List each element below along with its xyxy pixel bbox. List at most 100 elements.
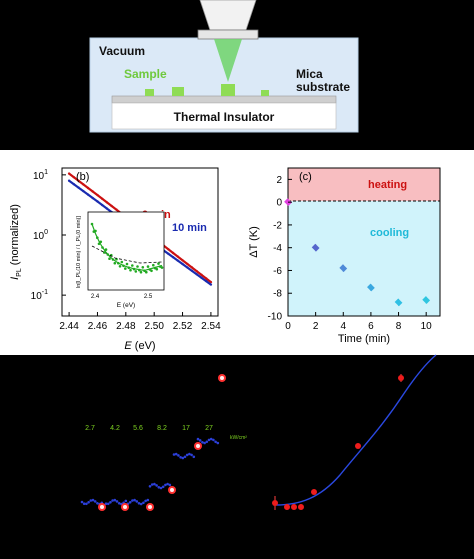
data-point bbox=[82, 183, 85, 186]
data-point bbox=[367, 283, 375, 292]
trace-point bbox=[155, 484, 158, 487]
data-point bbox=[311, 489, 317, 495]
x-tick-label: 2.50 bbox=[144, 321, 164, 332]
panel-b-inset: ln[I_PL(10 min) / I_PL(0 min)] E (eV) 2.… bbox=[76, 211, 165, 309]
data-point bbox=[209, 280, 213, 284]
trace-point bbox=[181, 456, 185, 460]
trace-point bbox=[117, 502, 121, 505]
y-tick-exp: 1 bbox=[44, 169, 48, 176]
data-point bbox=[96, 200, 99, 203]
data-point bbox=[291, 504, 297, 510]
trace-point bbox=[144, 499, 147, 503]
data-point bbox=[398, 375, 404, 381]
inset-xtick-2: 2.5 bbox=[144, 294, 153, 300]
sample-label: Sample bbox=[124, 67, 167, 81]
inset-point bbox=[155, 267, 159, 271]
trace-point bbox=[148, 485, 152, 488]
trace-point bbox=[80, 500, 84, 504]
data-point bbox=[91, 196, 94, 200]
trace-point bbox=[135, 500, 139, 503]
inset-xlabel: E (eV) bbox=[117, 302, 135, 309]
label-10min: 10 min bbox=[172, 222, 207, 234]
trace-point bbox=[104, 502, 108, 506]
inset-point bbox=[136, 265, 139, 268]
y-tick-base: 10 bbox=[31, 291, 43, 302]
marker-core bbox=[196, 444, 200, 448]
x-tick-label: 2.46 bbox=[88, 321, 108, 332]
vacuum-label: Vacuum bbox=[99, 44, 145, 58]
trace-point bbox=[133, 498, 136, 502]
inset-point bbox=[118, 265, 122, 268]
x-tick-label: 10 bbox=[421, 321, 433, 332]
y-tick-label: 101 bbox=[33, 169, 48, 182]
marker-core bbox=[148, 505, 152, 509]
inset-point bbox=[139, 270, 143, 274]
trace-point bbox=[185, 453, 189, 457]
data-point bbox=[181, 262, 184, 266]
panel-c-tag: (c) bbox=[299, 171, 312, 183]
inset-point bbox=[125, 262, 129, 266]
trace-point bbox=[196, 437, 200, 441]
mica-label: Mica bbox=[296, 67, 323, 81]
inset-point bbox=[108, 257, 111, 261]
data-point bbox=[422, 296, 431, 304]
data-point bbox=[298, 504, 304, 510]
inset-point bbox=[120, 260, 124, 264]
power-label: 5.6 bbox=[133, 425, 143, 432]
power-label: 4.2 bbox=[110, 425, 120, 432]
data-point bbox=[72, 183, 76, 186]
x-tick-label: 0 bbox=[285, 321, 291, 332]
marker-core bbox=[220, 376, 224, 380]
trace-point bbox=[179, 456, 182, 459]
power-label: 8.2 bbox=[157, 425, 167, 432]
data-point bbox=[209, 283, 213, 286]
y-tick-label: -10 bbox=[268, 312, 283, 323]
data-point bbox=[171, 256, 175, 259]
data-point bbox=[200, 276, 203, 279]
inset-fit-line bbox=[91, 245, 163, 264]
trace-point bbox=[177, 454, 180, 457]
inset-point bbox=[134, 270, 138, 273]
data-point bbox=[167, 252, 170, 255]
trace-point bbox=[128, 501, 132, 504]
inset-point bbox=[152, 263, 155, 267]
thermal-insulator-label: Thermal Insulator bbox=[174, 110, 275, 124]
heating-label: heating bbox=[368, 179, 407, 191]
data-point bbox=[186, 266, 189, 269]
x-tick-label: 2.48 bbox=[116, 321, 136, 332]
data-point bbox=[101, 197, 104, 200]
panel-b-ylabel: IPL (normalized) bbox=[9, 204, 23, 280]
data-point bbox=[86, 186, 90, 190]
x-tick-label: 2 bbox=[313, 321, 319, 332]
y-tick-exp: 0 bbox=[44, 229, 48, 236]
data-point bbox=[284, 504, 290, 510]
trace-point bbox=[174, 452, 178, 456]
y-tick-label: -8 bbox=[273, 289, 282, 300]
trace-point bbox=[159, 486, 163, 490]
trace-point bbox=[205, 440, 209, 444]
x-tick-label: 4 bbox=[340, 321, 346, 332]
x-tick-label: 2.52 bbox=[173, 321, 193, 332]
data-point bbox=[101, 203, 104, 207]
trace-point bbox=[137, 502, 141, 505]
trace-point bbox=[161, 485, 165, 489]
ylabel-normalized: (normalized) bbox=[9, 204, 21, 268]
trace-point bbox=[153, 482, 156, 486]
trace-point bbox=[192, 455, 196, 459]
data-point bbox=[186, 262, 189, 266]
y-tick-base: 10 bbox=[33, 231, 45, 242]
panel-c-xlabel: Time (min) bbox=[338, 333, 390, 345]
data-point bbox=[167, 248, 170, 251]
trace-point bbox=[216, 441, 220, 445]
inset-xtick-1: 2.4 bbox=[91, 294, 100, 300]
trace-point bbox=[212, 438, 215, 442]
power-label: 2.7 bbox=[85, 425, 95, 432]
power-label: 27 bbox=[205, 425, 213, 432]
trace-point bbox=[209, 437, 213, 441]
data-point bbox=[77, 186, 80, 189]
trace-point bbox=[198, 439, 202, 442]
data-point bbox=[82, 189, 85, 193]
y-tick-label: -2 bbox=[273, 220, 282, 231]
trace-point bbox=[142, 501, 145, 505]
